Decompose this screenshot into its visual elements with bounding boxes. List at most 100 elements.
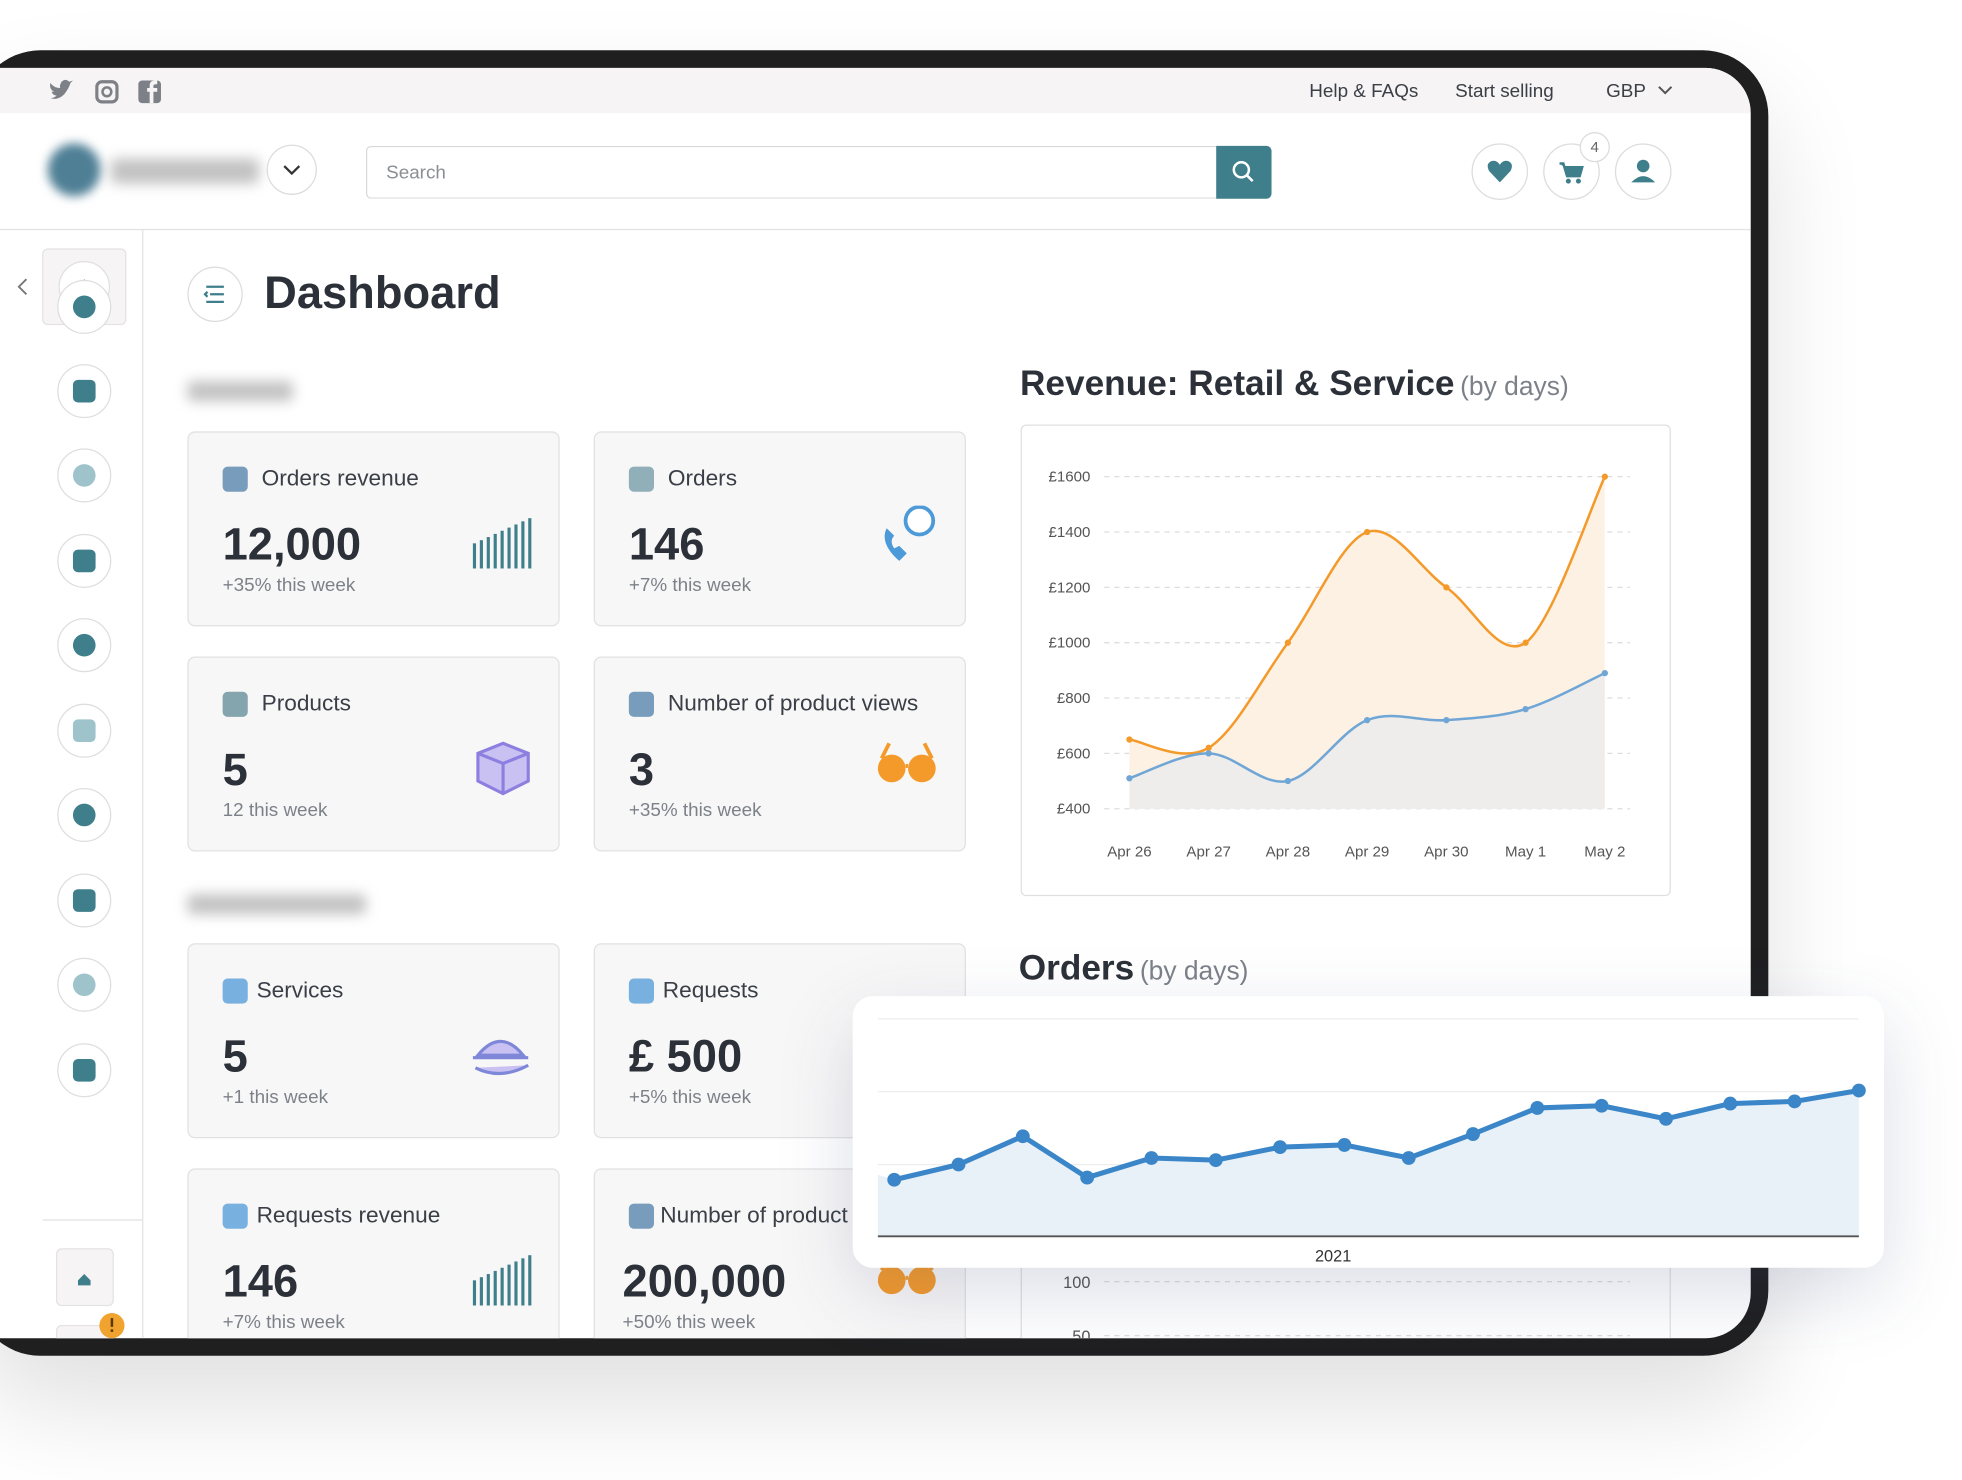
card-value: 5 <box>222 743 248 795</box>
card-icon <box>628 691 655 717</box>
card-value: 146 <box>222 1255 299 1307</box>
clock-glyph <box>903 505 936 537</box>
point <box>1466 1127 1480 1141</box>
nav-icon <box>72 464 96 487</box>
x-tick-label: Apr 29 <box>1345 843 1389 860</box>
charts: £400 £600 £800 £1000 £1200 £1400 £1600 Apr 26 Ap… <box>1020 424 1671 1339</box>
phone-glyph <box>884 528 907 561</box>
point <box>1522 705 1529 713</box>
y-tick-label: £1000 <box>1048 635 1090 652</box>
point <box>1273 1140 1288 1155</box>
collapse-button[interactable] <box>17 278 28 295</box>
box-line <box>477 751 529 794</box>
bar-glyph <box>472 1280 477 1306</box>
card-label: Number of product views <box>667 690 919 716</box>
menu-toggle[interactable] <box>187 266 243 322</box>
top-bar: Help & FAQs Start selling GBP <box>0 67 1751 114</box>
nav-icon <box>72 973 96 997</box>
sidebar <box>0 228 144 1339</box>
dish-glyph <box>472 1039 529 1076</box>
instagram-icon[interactable] <box>95 80 119 104</box>
point <box>1401 1151 1416 1165</box>
bar-glyph <box>493 1270 497 1306</box>
card-value: 200,000 <box>622 1255 787 1307</box>
cart-badge: 4 <box>1579 132 1610 163</box>
currency-select[interactable]: GBP <box>1606 80 1646 102</box>
brand-dropdown[interactable] <box>266 144 317 195</box>
point <box>1126 775 1133 782</box>
help-link[interactable]: Help & FAQs <box>1309 80 1419 102</box>
stat-card[interactable]: Requests revenue 146 +7% this week <box>187 1168 560 1339</box>
cart-button[interactable] <box>1543 143 1600 200</box>
nav-icon <box>72 889 96 912</box>
card-label: Products <box>261 690 351 716</box>
x-axis-label: 2021 <box>1315 1247 1351 1265</box>
point <box>1787 1094 1802 1109</box>
card-illustration <box>472 518 532 569</box>
card-change: +7% this week <box>628 574 752 597</box>
bar-glyph <box>507 1264 511 1306</box>
point <box>1126 736 1133 743</box>
bar-glyph <box>528 1255 532 1306</box>
orders-heading: Orders (by days) <box>1019 948 1249 988</box>
orders-popup: 2021 <box>852 996 1885 1268</box>
frame <box>879 742 934 768</box>
card-change: +50% this week <box>622 1311 756 1334</box>
y-tick-label: £1600 <box>1048 469 1090 486</box>
nav-icon <box>72 803 96 827</box>
bar-glyph <box>514 524 518 569</box>
point <box>1015 1129 1030 1144</box>
card-label: Orders <box>667 465 738 491</box>
stat-card[interactable]: Orders revenue 12,000 +35% this week <box>187 431 560 627</box>
nav-icon <box>72 719 96 743</box>
card-value: 3 <box>628 743 655 795</box>
card-icon <box>222 466 248 492</box>
sell-link[interactable]: Start selling <box>1455 80 1554 102</box>
twitter-icon[interactable] <box>50 79 73 99</box>
point <box>1601 669 1608 677</box>
line <box>1129 476 1606 755</box>
card-change: +35% this week <box>222 574 356 597</box>
point <box>1144 1151 1159 1165</box>
point <box>1601 473 1608 480</box>
bar-glyph <box>472 543 477 569</box>
card-label: Orders revenue <box>261 465 419 491</box>
search-input[interactable]: Search <box>365 145 1217 199</box>
account-button[interactable] <box>1614 143 1672 200</box>
point <box>1851 1083 1866 1098</box>
wishlist-button[interactable] <box>1471 143 1529 200</box>
card-label: Requests <box>662 977 759 1003</box>
lens <box>877 1266 906 1295</box>
bar-glyph <box>486 537 490 569</box>
nav-icon <box>72 549 96 573</box>
card-label: Requests revenue <box>256 1202 441 1228</box>
line <box>893 1088 1860 1183</box>
revenue-heading: Revenue: Retail & Service (by days) <box>1020 363 1569 403</box>
chart-subtitle: (by days) <box>1460 372 1569 402</box>
point <box>1443 717 1450 724</box>
bar-glyph <box>521 521 525 569</box>
card-value: 12,000 <box>222 518 362 570</box>
stat-card[interactable]: Number of product views 3 +35% this week <box>593 656 966 852</box>
stat-card[interactable]: Orders 146 +7% this week <box>593 431 966 627</box>
point <box>1205 744 1212 751</box>
bar-glyph <box>507 527 511 569</box>
stat-card[interactable]: Products 5 12 this week <box>187 656 560 852</box>
y-tick-label: £1400 <box>1048 524 1090 541</box>
chart-subtitle: (by days) <box>1139 957 1249 987</box>
lens <box>877 754 906 783</box>
search-button[interactable] <box>1216 145 1272 199</box>
logo[interactable] <box>47 143 101 197</box>
point <box>1363 528 1371 536</box>
x-tick-label: May 2 <box>1584 843 1625 860</box>
stat-card[interactable]: Services 5 +1 this week <box>187 943 560 1139</box>
nav-icon <box>72 295 96 319</box>
card-change: +35% this week <box>628 799 762 822</box>
nav-icon <box>72 633 96 657</box>
bar-glyph <box>528 518 532 569</box>
bar-glyph <box>479 1277 483 1306</box>
point <box>1284 777 1292 785</box>
point <box>1530 1101 1545 1115</box>
